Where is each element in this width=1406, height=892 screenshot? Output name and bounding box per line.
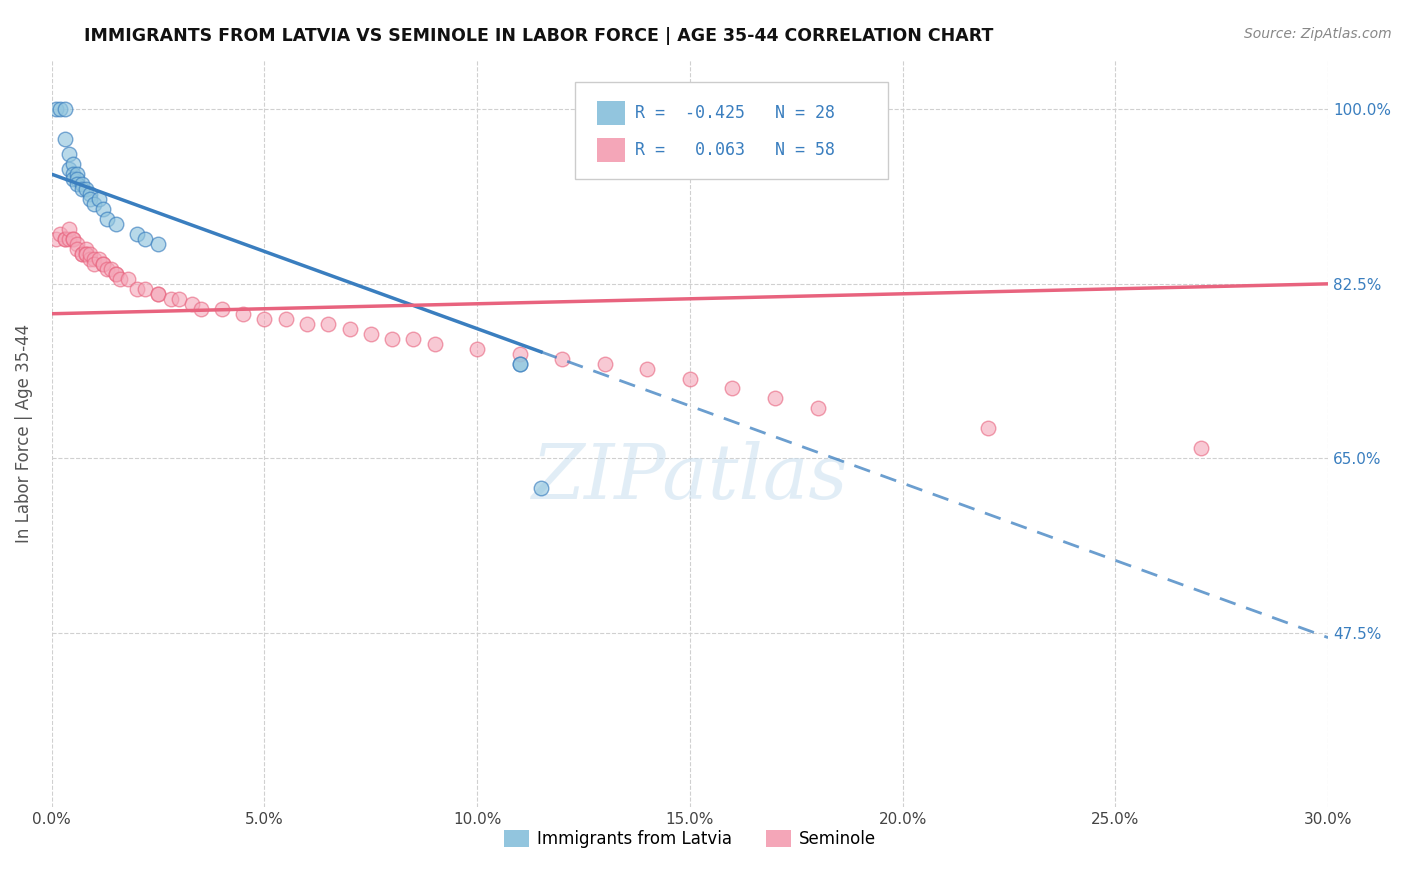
Point [169,292,191,306]
Point [593,357,616,371]
Point [134,232,156,246]
Point [58,222,80,236]
Point [58,162,80,177]
Point [91,202,114,216]
Point [104,267,127,281]
Point [70,177,93,191]
Point [96,261,118,276]
Point [295,317,318,331]
Point [79,247,101,261]
Point [274,311,297,326]
Text: ZIPatlas: ZIPatlas [531,442,848,516]
Point [146,286,169,301]
Point [66,242,89,256]
Y-axis label: In Labor Force | Age 35-44: In Labor Force | Age 35-44 [15,324,32,543]
FancyBboxPatch shape [596,138,624,162]
Point [87,252,110,266]
Point [66,172,89,186]
Point [83,257,105,271]
Point [79,192,101,206]
Point [1189,442,1212,456]
Point [134,282,156,296]
Point [806,401,828,416]
Point [70,247,93,261]
Point [530,481,553,495]
Point [62,232,84,246]
Point [339,321,361,335]
Point [75,242,97,256]
Point [211,301,233,316]
Point [117,272,139,286]
Point [125,227,148,241]
Point [83,252,105,266]
Point [49,103,72,117]
Point [53,232,76,246]
Point [53,132,76,146]
Point [108,272,131,286]
Point [381,332,404,346]
Point [360,326,382,341]
Point [91,257,114,271]
Text: IMMIGRANTS FROM LATVIA VS SEMINOLE IN LABOR FORCE | AGE 35-44 CORRELATION CHART: IMMIGRANTS FROM LATVIA VS SEMINOLE IN LA… [84,27,994,45]
Point [551,351,574,366]
Point [83,197,105,211]
Point [62,167,84,181]
Point [70,182,93,196]
Point [66,237,89,252]
Point [146,286,169,301]
Point [62,232,84,246]
Point [45,103,67,117]
Point [91,257,114,271]
Point [316,317,339,331]
Point [79,187,101,202]
FancyBboxPatch shape [575,82,887,179]
Point [58,232,80,246]
Point [58,147,80,161]
Point [79,252,101,266]
Point [465,342,488,356]
Text: R =   0.063   N = 58: R = 0.063 N = 58 [636,141,835,159]
Point [509,346,531,360]
Point [53,232,76,246]
Point [62,157,84,171]
Point [146,237,169,252]
Point [253,311,276,326]
Point [45,232,67,246]
Point [636,361,658,376]
Point [66,177,89,191]
Point [62,172,84,186]
Point [721,382,744,396]
Point [75,247,97,261]
Point [49,227,72,241]
Point [75,182,97,196]
Point [100,261,122,276]
Point [509,357,531,371]
Point [75,247,97,261]
Point [53,103,76,117]
Point [96,212,118,227]
Point [87,192,110,206]
Point [232,307,254,321]
Point [402,332,425,346]
Point [679,371,702,385]
Point [181,297,204,311]
Text: R =  -0.425   N = 28: R = -0.425 N = 28 [636,103,835,121]
Point [190,301,212,316]
Point [104,217,127,231]
Legend: Immigrants from Latvia, Seminole: Immigrants from Latvia, Seminole [498,823,883,855]
Point [125,282,148,296]
Point [66,167,89,181]
Point [509,357,531,371]
Point [70,247,93,261]
Point [160,292,183,306]
Point [104,267,127,281]
Text: Source: ZipAtlas.com: Source: ZipAtlas.com [1244,27,1392,41]
Point [977,421,1000,435]
FancyBboxPatch shape [596,101,624,125]
Point [763,392,786,406]
Point [423,336,446,351]
